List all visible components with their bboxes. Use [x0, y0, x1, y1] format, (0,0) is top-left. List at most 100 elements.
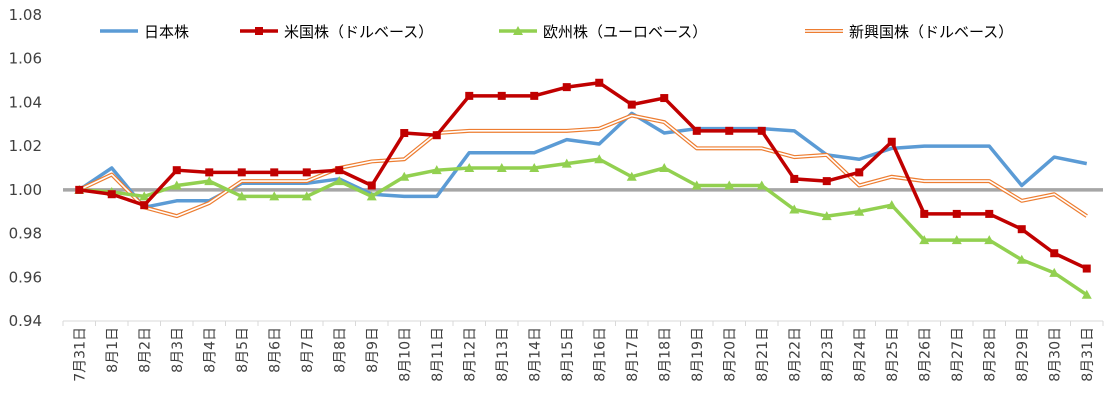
data-point [237, 168, 246, 177]
data-point [1081, 289, 1092, 299]
data-point [724, 180, 735, 190]
x-tick-label: 8月2日 [137, 327, 153, 373]
x-tick-label: 8月8日 [332, 327, 348, 373]
x-axis: 7月31日 8月1日 8月2日 8月3日 8月4日 8月5日 8月6日 8月7日 8月8日 8月9… [62, 320, 1104, 382]
data-point [887, 137, 896, 146]
x-tick-label: 8月27日 [950, 327, 966, 382]
series-group [78, 111, 1088, 210]
x-tick-label: 8月22日 [787, 327, 803, 382]
x-tick-label: 8月5日 [235, 327, 251, 373]
x-tick-label: 8月28日 [982, 327, 998, 382]
x-tick-label: 8月14日 [527, 327, 543, 382]
data-point [1049, 267, 1060, 277]
data-point [107, 190, 116, 199]
data-point [789, 204, 800, 214]
data-point [464, 163, 475, 172]
data-point [1050, 249, 1059, 258]
x-tick-label: 8月29日 [1015, 327, 1031, 382]
data-point [757, 126, 766, 135]
x-tick-label: 8月26日 [917, 327, 933, 382]
data-point [920, 209, 929, 218]
series-line [79, 157, 1088, 297]
x-tick-label: 8月24日 [852, 327, 868, 382]
data-point [952, 209, 961, 218]
x-tick-label: 8月7日 [300, 327, 316, 373]
data-point [756, 180, 767, 190]
y-tick-label: 1.06 [9, 50, 42, 68]
data-point [886, 200, 897, 210]
legend-item: 欧州株（ユーロベース） [499, 23, 707, 41]
data-point [400, 129, 409, 138]
data-point [399, 171, 410, 181]
data-point [204, 176, 215, 186]
data-point [1016, 254, 1027, 264]
data-point [626, 171, 637, 181]
data-point [301, 191, 312, 201]
data-point [270, 168, 279, 177]
x-tick-label: 8月19日 [690, 327, 706, 382]
data-point [660, 94, 669, 103]
data-point [984, 235, 995, 245]
series-group [75, 78, 1091, 273]
legend-label: 新興国株（ドルベース） [849, 23, 1013, 41]
series-line [78, 113, 1088, 219]
data-point [691, 180, 702, 190]
data-point [692, 126, 701, 135]
series-line [79, 81, 1088, 271]
x-tick-label: 8月3日 [170, 327, 186, 373]
data-point [530, 91, 539, 100]
data-point [985, 209, 994, 218]
legend-marker [513, 26, 523, 35]
x-tick-label: 8月31日 [1080, 327, 1096, 382]
y-tick-label: 0.98 [9, 225, 42, 243]
data-point [140, 201, 149, 210]
data-point [919, 235, 930, 245]
data-point [821, 211, 832, 221]
data-point [334, 176, 345, 186]
data-point [951, 235, 962, 245]
x-tick-label: 8月25日 [885, 327, 901, 382]
series-line-inner [78, 114, 1088, 217]
data-point [659, 163, 670, 172]
data-point [496, 163, 507, 172]
series-group [74, 154, 1092, 299]
legend: 日本株 米国株（ドルベース） 欧州株（ユーロベース） 新興国株（ドルベース） [100, 23, 1013, 41]
x-tick-label: 8月4日 [202, 327, 218, 373]
legend-item: 日本株 [100, 23, 189, 41]
legend-item: 新興国株（ドルベース） [805, 23, 1013, 41]
data-point [335, 166, 344, 175]
data-point [432, 131, 441, 140]
x-tick-label: 8月11日 [430, 327, 446, 382]
data-point [139, 191, 150, 201]
y-tick-label: 0.94 [9, 312, 42, 330]
data-point [854, 206, 865, 216]
x-tick-label: 8月6日 [267, 327, 283, 373]
data-point [594, 154, 605, 164]
data-point [1017, 225, 1026, 234]
data-point [269, 191, 280, 201]
x-tick-label: 8月20日 [722, 327, 738, 382]
x-tick-label: 8月30日 [1047, 327, 1063, 382]
data-point [302, 168, 311, 177]
y-axis: 0.94 0.96 0.98 1.00 1.02 1.04 1.06 1.08 [9, 6, 42, 330]
legend-marker [255, 27, 263, 35]
data-point [171, 180, 182, 190]
x-tick-label: 8月9日 [365, 327, 381, 373]
data-point [75, 185, 84, 194]
x-tick-label: 8月13日 [495, 327, 511, 382]
data-point [465, 91, 474, 100]
data-point [855, 168, 864, 177]
legend-label: 米国株（ドルベース） [284, 23, 433, 41]
y-tick-label: 1.02 [9, 137, 42, 155]
x-tick-label: 8月12日 [462, 327, 478, 382]
data-point [172, 166, 181, 175]
y-tick-label: 1.04 [9, 93, 42, 111]
x-tick-label: 8月15日 [560, 327, 576, 382]
legend-item: 米国株（ドルベース） [240, 23, 433, 41]
y-tick-label: 0.96 [9, 268, 42, 286]
data-point [236, 191, 247, 201]
x-tick-label: 8月18日 [657, 327, 673, 382]
data-point [366, 191, 377, 201]
x-tick-label: 8月23日 [820, 327, 836, 382]
